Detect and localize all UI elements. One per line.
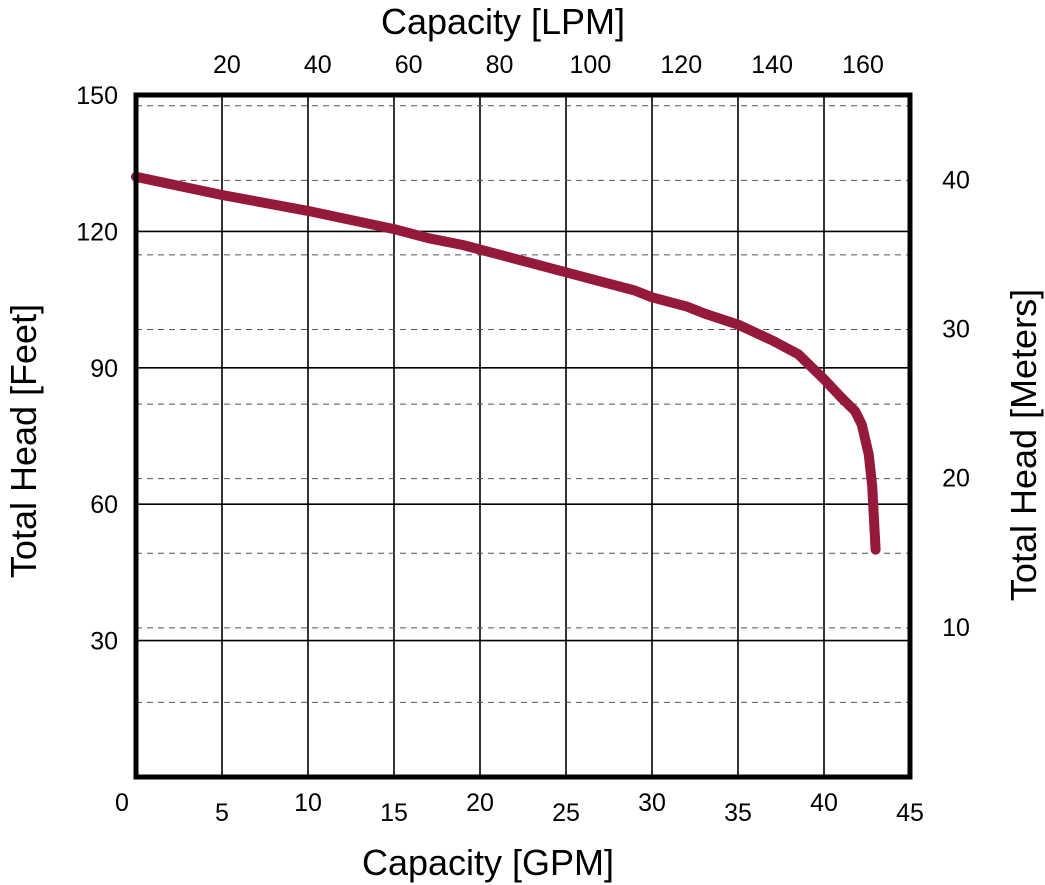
x-tick-label: 15: [380, 799, 408, 827]
x2-tick-label: 60: [395, 51, 423, 79]
tick-labels: 0 5 10 15 20 25 30 35 40 45 30 60 90 120 150 20 40 60 80 10…: [76, 51, 970, 827]
head-curve-line: [131, 171, 881, 555]
x2-tick-label: 140: [751, 51, 793, 79]
y-tick-label: 120: [76, 218, 118, 246]
y-tick-label: 150: [76, 82, 118, 110]
x-axis-title: Capacity [GPM]: [362, 842, 614, 883]
y2-tick-label: 20: [942, 465, 970, 493]
y2-tick-label: 30: [942, 315, 970, 343]
y-tick-label: 60: [90, 491, 118, 519]
x2-axis-title: Capacity [LPM]: [381, 1, 625, 42]
x2-tick-label: 80: [486, 51, 514, 79]
x-tick-label: 30: [638, 789, 666, 817]
x-tick-label: 0: [115, 789, 129, 817]
x-tick-label: 35: [724, 799, 752, 827]
y-tick-label: 30: [90, 628, 118, 656]
x-tick-label: 40: [810, 789, 838, 817]
y2-tick-label: 10: [942, 614, 970, 642]
x2-tick-label: 160: [842, 51, 884, 79]
x-tick-label: 10: [294, 789, 322, 817]
x2-tick-label: 40: [304, 51, 332, 79]
y2-axis-title: Total Head [Meters]: [1003, 289, 1044, 601]
x-tick-label: 25: [552, 799, 580, 827]
plot-frame: [133, 92, 913, 780]
x2-tick-label: 120: [660, 51, 702, 79]
x-tick-label: 20: [466, 789, 494, 817]
x-tick-label: 5: [215, 799, 229, 827]
x2-tick-label: 100: [570, 51, 612, 79]
series-layer: [131, 171, 881, 555]
y2-tick-label: 40: [942, 166, 970, 194]
x-tick-label: 45: [896, 799, 924, 827]
x2-tick-label: 20: [213, 51, 241, 79]
grid: [136, 95, 910, 777]
y-axis-title: Total Head [Feet]: [3, 304, 44, 578]
y-tick-label: 90: [90, 355, 118, 383]
